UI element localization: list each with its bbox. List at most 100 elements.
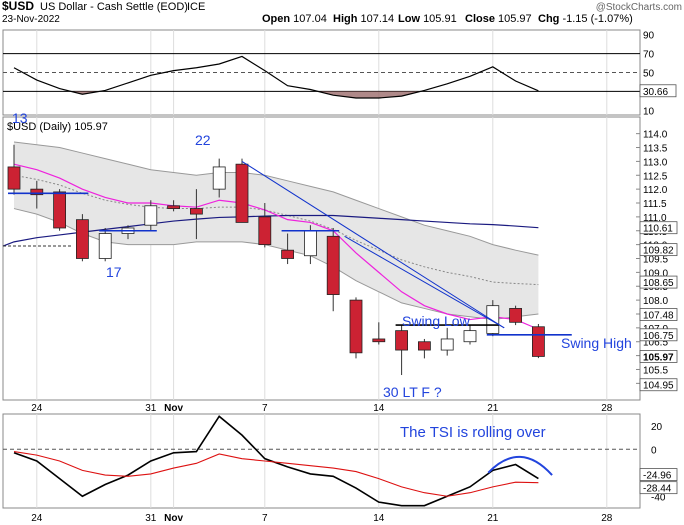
candle-body [212, 166, 226, 190]
candle-body [98, 233, 112, 259]
tsi-tick-label: -40 [651, 492, 666, 503]
price-value-label: 110.61 [643, 224, 673, 235]
tsi-tick-label: 0 [651, 445, 657, 456]
price-value-label: 107.48 [643, 311, 674, 322]
price-value-marker [639, 378, 678, 392]
annotation-17: 17 [106, 264, 122, 280]
candle-body [76, 219, 89, 259]
tsi-tick-label: 20 [651, 422, 663, 433]
chart-date: 23-Nov-2022 [2, 14, 60, 25]
candle-body [281, 249, 295, 259]
ema-line [13, 163, 539, 330]
rsi-last-label: 30.66 [643, 87, 668, 98]
candle-body [53, 191, 66, 229]
tsi-x-label: 14 [373, 513, 385, 524]
price-tick-label: 109.0 [643, 268, 668, 279]
candle-body [326, 235, 340, 295]
ohlc-close: Close 105.97 [465, 13, 532, 25]
price-tick-label: 106.5 [643, 338, 668, 349]
candle-body [349, 299, 363, 354]
candle-body [235, 163, 249, 223]
candle-body [417, 341, 431, 351]
rsi-last-marker [639, 84, 677, 98]
ohlc-value: 105.97 [498, 13, 532, 25]
price-tick-label: 113.0 [643, 157, 668, 168]
price-value-label: 105.97 [643, 352, 674, 363]
rsi-tick-label: 90 [643, 31, 655, 42]
candle-body [189, 208, 203, 215]
candle-body [440, 338, 454, 351]
candle-body [486, 305, 500, 334]
candle-body [258, 216, 272, 246]
tsi-series-tsi [13, 415, 539, 507]
price-value-marker [639, 221, 678, 235]
price-value-marker [639, 328, 678, 342]
tsi-value-marker [639, 481, 678, 495]
ohlc-low: Low 105.91 [398, 13, 457, 25]
price-panel: 114.0113.5113.0112.5112.0111.5111.0110.5… [2, 110, 678, 414]
price-value-marker [639, 308, 678, 321]
tsi-x-label: 24 [31, 513, 43, 524]
candle-body [7, 166, 21, 190]
chart-exchange: ICE [187, 1, 205, 13]
price-tick-label: 113.5 [643, 144, 668, 155]
price-series-label: $USD (Daily) 105.97 [7, 121, 108, 133]
swing-low-label: Swing Low [402, 313, 471, 329]
ohlc-value: 105.91 [423, 13, 457, 25]
copyright: @StockCharts.com [596, 2, 682, 13]
ohlc-label: Chg [538, 13, 562, 25]
price-value-marker [639, 275, 678, 289]
rsi-tick-label: 50 [643, 69, 655, 80]
rsi-tick-label: 70 [643, 50, 655, 61]
tsi-annotation: The TSI is rolling over [400, 424, 546, 441]
price-value-marker [639, 243, 678, 257]
candle-body [372, 338, 386, 343]
ohlc-label: Low [398, 13, 423, 25]
price-x-label: Nov [164, 403, 183, 414]
chart-symbol: $USD [2, 0, 34, 13]
price-x-label: 24 [31, 403, 43, 414]
ohlc-value: -1.15 (-1.07%) [562, 13, 632, 25]
price-value-label: 108.65 [643, 278, 674, 289]
chart-description: US Dollar - Cash Settle (EOD) [40, 1, 188, 13]
price-tick-label: 111.0 [643, 213, 667, 224]
price-tick-label: 114.0 [643, 130, 668, 141]
annotation-22: 22 [195, 132, 211, 148]
candle-body [395, 330, 409, 351]
price-tick-label: 108.0 [643, 296, 668, 307]
tsi-rollover-arc [487, 455, 553, 476]
rsi-tick-label: 10 [643, 106, 655, 117]
candle-body [463, 330, 477, 343]
trend-line [241, 160, 505, 329]
tsi-x-label: 7 [262, 513, 268, 524]
ohlc-label: High [333, 13, 361, 25]
ohlc-value: 107.14 [361, 13, 395, 25]
rsi-panel: 907050301030.66 [2, 29, 677, 117]
candle-body [30, 188, 44, 196]
bollinger-upper [13, 141, 539, 256]
cycle-label: 30 LT F ? [383, 384, 442, 400]
candle-body [303, 230, 317, 257]
price-x-label: 14 [373, 403, 385, 414]
tsi-value-label: -24.96 [643, 471, 672, 482]
candle-body [144, 205, 158, 226]
price-tick-label: 112.5 [643, 171, 668, 182]
price-tick-label: 109.5 [643, 255, 668, 266]
tsi-series-signal [13, 451, 539, 497]
rsi-line [13, 55, 539, 99]
ohlc-summary: Open 107.04 High 107.14 Low 105.91 Close 10… [262, 13, 633, 25]
ohlc-value: 107.04 [293, 13, 327, 25]
trend-line [344, 235, 505, 329]
tsi-x-label: Nov [164, 513, 183, 524]
price-x-label: 21 [487, 403, 499, 414]
price-value-label: 106.75 [643, 331, 674, 342]
tsi-x-label: 28 [601, 513, 613, 524]
bollinger-mid [13, 174, 539, 286]
price-tick-label: 105.5 [643, 365, 668, 376]
tsi-value-label: -28.44 [643, 484, 672, 495]
tsi-x-label: 31 [145, 513, 157, 524]
price-x-label: 31 [145, 403, 157, 414]
price-value-label: 109.82 [643, 246, 674, 257]
